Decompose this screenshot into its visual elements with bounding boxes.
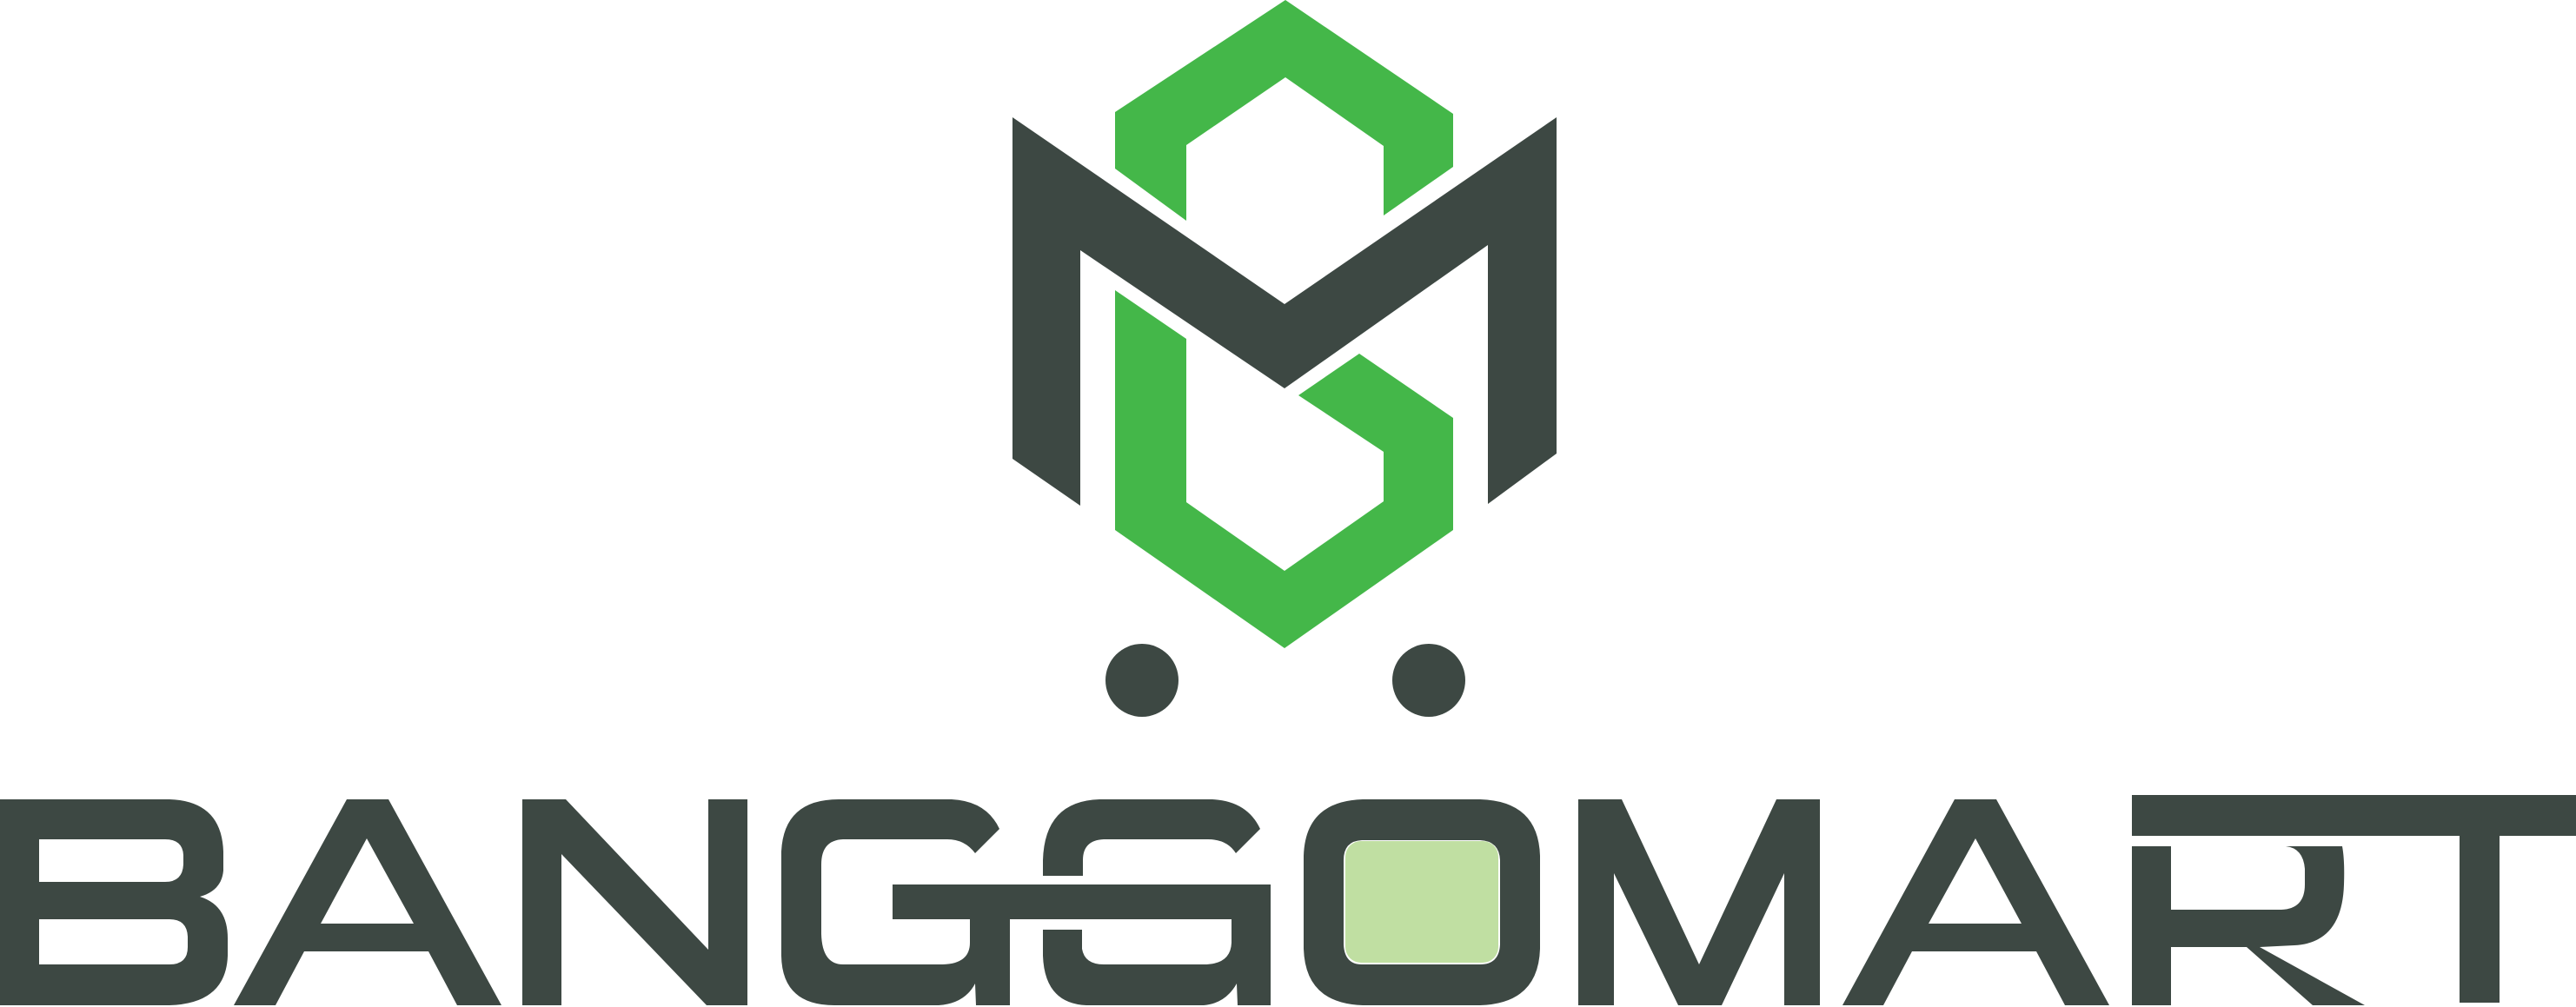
emblem-top-hexagon [1115, 0, 1453, 221]
letter-a [234, 799, 501, 1005]
letter-a-2 [1842, 799, 2109, 1005]
letter-n [522, 799, 747, 1005]
emblem-m-shape [1012, 117, 1557, 506]
letter-m [1578, 799, 1820, 1005]
emblem [1012, 0, 1557, 717]
letter-t [2132, 795, 2576, 1003]
cart-wheel-left [1105, 644, 1178, 717]
emblem-bottom-hexagon [1115, 290, 1453, 648]
letter-b [0, 799, 228, 1005]
letter-r [2132, 846, 2365, 1005]
cart-wheel-right [1392, 644, 1465, 717]
letter-g-1 [781, 799, 1271, 1005]
wordmark [0, 795, 2576, 1005]
letter-g-2 [1043, 799, 1260, 876]
letter-o-fill [1345, 841, 1498, 963]
letter-o [1304, 799, 1540, 1005]
